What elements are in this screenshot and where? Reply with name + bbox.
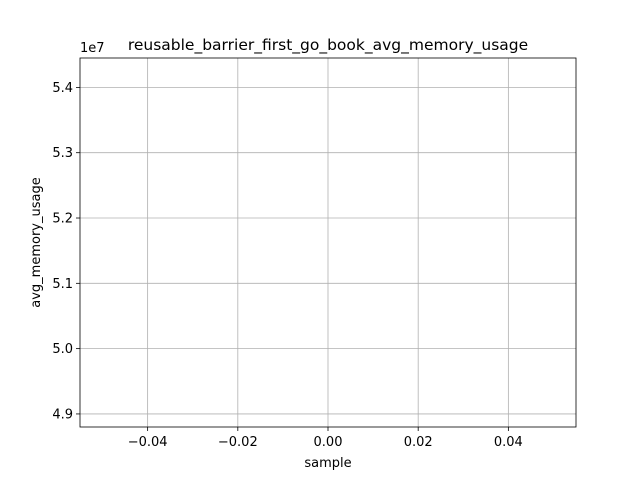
y-tick-label: 5.4	[52, 81, 73, 96]
y-tick-label: 5.0	[52, 342, 73, 357]
grid	[80, 58, 576, 427]
y-tick-label: 5.3	[52, 146, 73, 161]
y-tick-label: 5.1	[52, 277, 73, 292]
chart-title: reusable_barrier_first_go_book_avg_memor…	[128, 36, 528, 55]
ticks: −0.04 −0.02 0.00 0.02 0.04 4.9 5.0 5.1 5.2 5.3 5.4	[52, 81, 523, 450]
x-tick-label: 0.02	[404, 435, 433, 450]
y-tick-label: 4.9	[52, 407, 73, 422]
x-tick-label: −0.04	[128, 435, 168, 450]
plot-frame	[79, 57, 577, 428]
x-tick-label: −0.02	[218, 435, 258, 450]
y-axis-offset-label: 1e7	[80, 41, 105, 56]
y-tick-label: 5.2	[52, 212, 73, 227]
x-tick-label: 0.00	[314, 435, 343, 450]
y-axis-label: avg_memory_usage	[29, 177, 44, 307]
x-axis-label: sample	[304, 456, 351, 471]
x-tick-label: 0.04	[494, 435, 523, 450]
